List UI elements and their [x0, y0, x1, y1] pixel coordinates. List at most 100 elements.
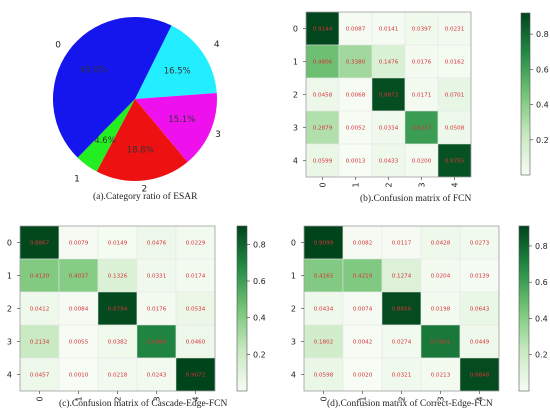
cell-2-1: [58, 291, 99, 326]
row-label-3: 3: [293, 124, 298, 133]
colorbar-tick-label-0.2: 0.2: [253, 350, 266, 359]
pie-slice-3: [135, 92, 218, 162]
colorbar-tick-label-0.8: 0.8: [536, 30, 549, 39]
pie-label-3: 3: [215, 130, 221, 140]
cell-value-4-1: 0.0013: [346, 159, 366, 165]
row-label-1: 1: [291, 272, 296, 281]
cell-value-0-4: 0.0273: [470, 241, 490, 247]
colorbar: [520, 12, 531, 176]
cell-value-1-3: 0.0204: [431, 274, 451, 280]
cell-3-4: [175, 324, 216, 359]
cell-value-2-4: 0.0643: [470, 307, 490, 313]
cell-3-1: [342, 324, 383, 359]
row-label-2: 2: [293, 91, 298, 100]
cell-value-3-4: 0.0508: [445, 126, 465, 132]
row-label-0: 0: [293, 25, 298, 34]
cell-3-2: [371, 110, 406, 145]
cell-value-2-2: 0.8794: [108, 307, 128, 313]
col-label-3: 3: [418, 182, 427, 187]
cell-2-0: [19, 291, 60, 326]
cell-value-2-2: 0.8856: [392, 307, 412, 313]
cell-2-3: [404, 77, 439, 112]
cell-2-1: [342, 291, 383, 326]
pie-slice-4: [135, 25, 217, 99]
colorbar-tick-label-0.8: 0.8: [253, 240, 266, 249]
cell-3-4: [459, 324, 500, 359]
cell-value-0-3: 0.0397: [412, 27, 432, 33]
cell-value-4-4: 0.9072: [186, 373, 206, 379]
cell-value-0-0: 0.8867: [30, 241, 50, 247]
cell-value-0-1: 0.0087: [346, 27, 366, 33]
col-label-0: 0: [320, 396, 329, 401]
col-label-1: 1: [359, 396, 368, 401]
cell-3-3: [420, 324, 461, 359]
cell-1-3: [420, 258, 461, 293]
cell-value-1-3: 0.0331: [147, 274, 167, 280]
row-label-3: 3: [291, 338, 296, 347]
cell-value-1-0: 0.4806: [313, 60, 333, 66]
cell-2-4: [175, 291, 216, 326]
pie-slice-1: [77, 99, 135, 172]
col-label-3: 3: [153, 396, 162, 401]
cell-4-3: [136, 357, 177, 392]
cell-0-4: [459, 225, 500, 260]
cell-value-4-2: 0.0321: [392, 373, 412, 379]
colorbar: [518, 225, 530, 392]
cell-value-3-1: 0.0052: [346, 126, 366, 132]
cell-1-1: [338, 44, 373, 79]
cell-value-2-3: 0.0176: [147, 307, 167, 313]
cell-value-1-2: 0.1274: [392, 274, 412, 280]
cell-1-0: [305, 44, 340, 79]
cell-value-3-0: 0.1802: [314, 340, 334, 346]
cell-2-0: [303, 291, 344, 326]
cell-value-0-4: 0.0229: [186, 241, 206, 247]
cell-value-2-1: 0.0068: [346, 93, 366, 99]
cell-value-0-0: 0.9144: [313, 27, 333, 33]
cell-2-1: [338, 77, 373, 112]
cell-value-2-3: 0.0198: [431, 307, 451, 313]
cell-value-0-3: 0.0428: [431, 241, 451, 247]
cell-value-3-0: 0.2134: [30, 340, 50, 346]
row-label-2: 2: [291, 305, 296, 314]
cell-value-1-1: 0.4037: [69, 274, 89, 280]
pie-percent-3: 15.1%: [168, 115, 195, 125]
col-label-2: 2: [385, 182, 394, 187]
cell-value-2-0: 0.0412: [30, 307, 50, 313]
cell-value-0-2: 0.0141: [379, 27, 399, 33]
row-label-4: 4: [7, 371, 12, 380]
colorbar: [236, 225, 248, 392]
cell-0-3: [420, 225, 461, 260]
cell-value-4-3: 0.0243: [147, 373, 167, 379]
cell-value-3-3: 0.7401: [431, 340, 451, 346]
pie-percent-1: 4.6%: [94, 136, 116, 146]
cell-2-0: [305, 77, 340, 112]
cell-value-4-1: 0.0010: [69, 373, 89, 379]
row-label-4: 4: [291, 371, 296, 380]
cell-value-1-1: 0.3380: [346, 60, 366, 66]
cell-1-2: [371, 44, 406, 79]
cell-1-2: [381, 258, 422, 293]
colorbar-tick-label-0.6: 0.6: [253, 277, 266, 286]
cell-0-4: [437, 11, 472, 46]
cell-value-4-1: 0.0020: [353, 373, 373, 379]
pie-label-1: 1: [74, 175, 80, 185]
cell-value-4-2: 0.0218: [108, 373, 128, 379]
cell-value-1-4: 0.0139: [470, 274, 490, 280]
cell-value-1-4: 0.0174: [186, 274, 206, 280]
caption-cascade: (c).Confusion matrix of Cascade-Edge-FCN: [59, 399, 228, 409]
colorbar-tick-label-0.6: 0.6: [536, 65, 549, 74]
cell-value-4-0: 0.0598: [314, 373, 334, 379]
col-label-0: 0: [36, 396, 45, 401]
pie-percent-2: 18.8%: [127, 146, 154, 156]
col-label-0: 0: [319, 182, 328, 187]
cell-2-3: [420, 291, 461, 326]
cell-value-0-1: 0.0082: [353, 241, 373, 247]
cell-value-2-0: 0.0434: [314, 307, 334, 313]
cell-value-3-2: 0.0382: [108, 340, 128, 346]
cell-2-2: [371, 77, 406, 112]
colorbar-tick-label-0.8: 0.8: [535, 242, 548, 251]
cell-value-0-2: 0.0149: [108, 241, 128, 247]
cell-value-2-3: 0.0171: [412, 93, 432, 99]
row-label-3: 3: [7, 338, 12, 347]
